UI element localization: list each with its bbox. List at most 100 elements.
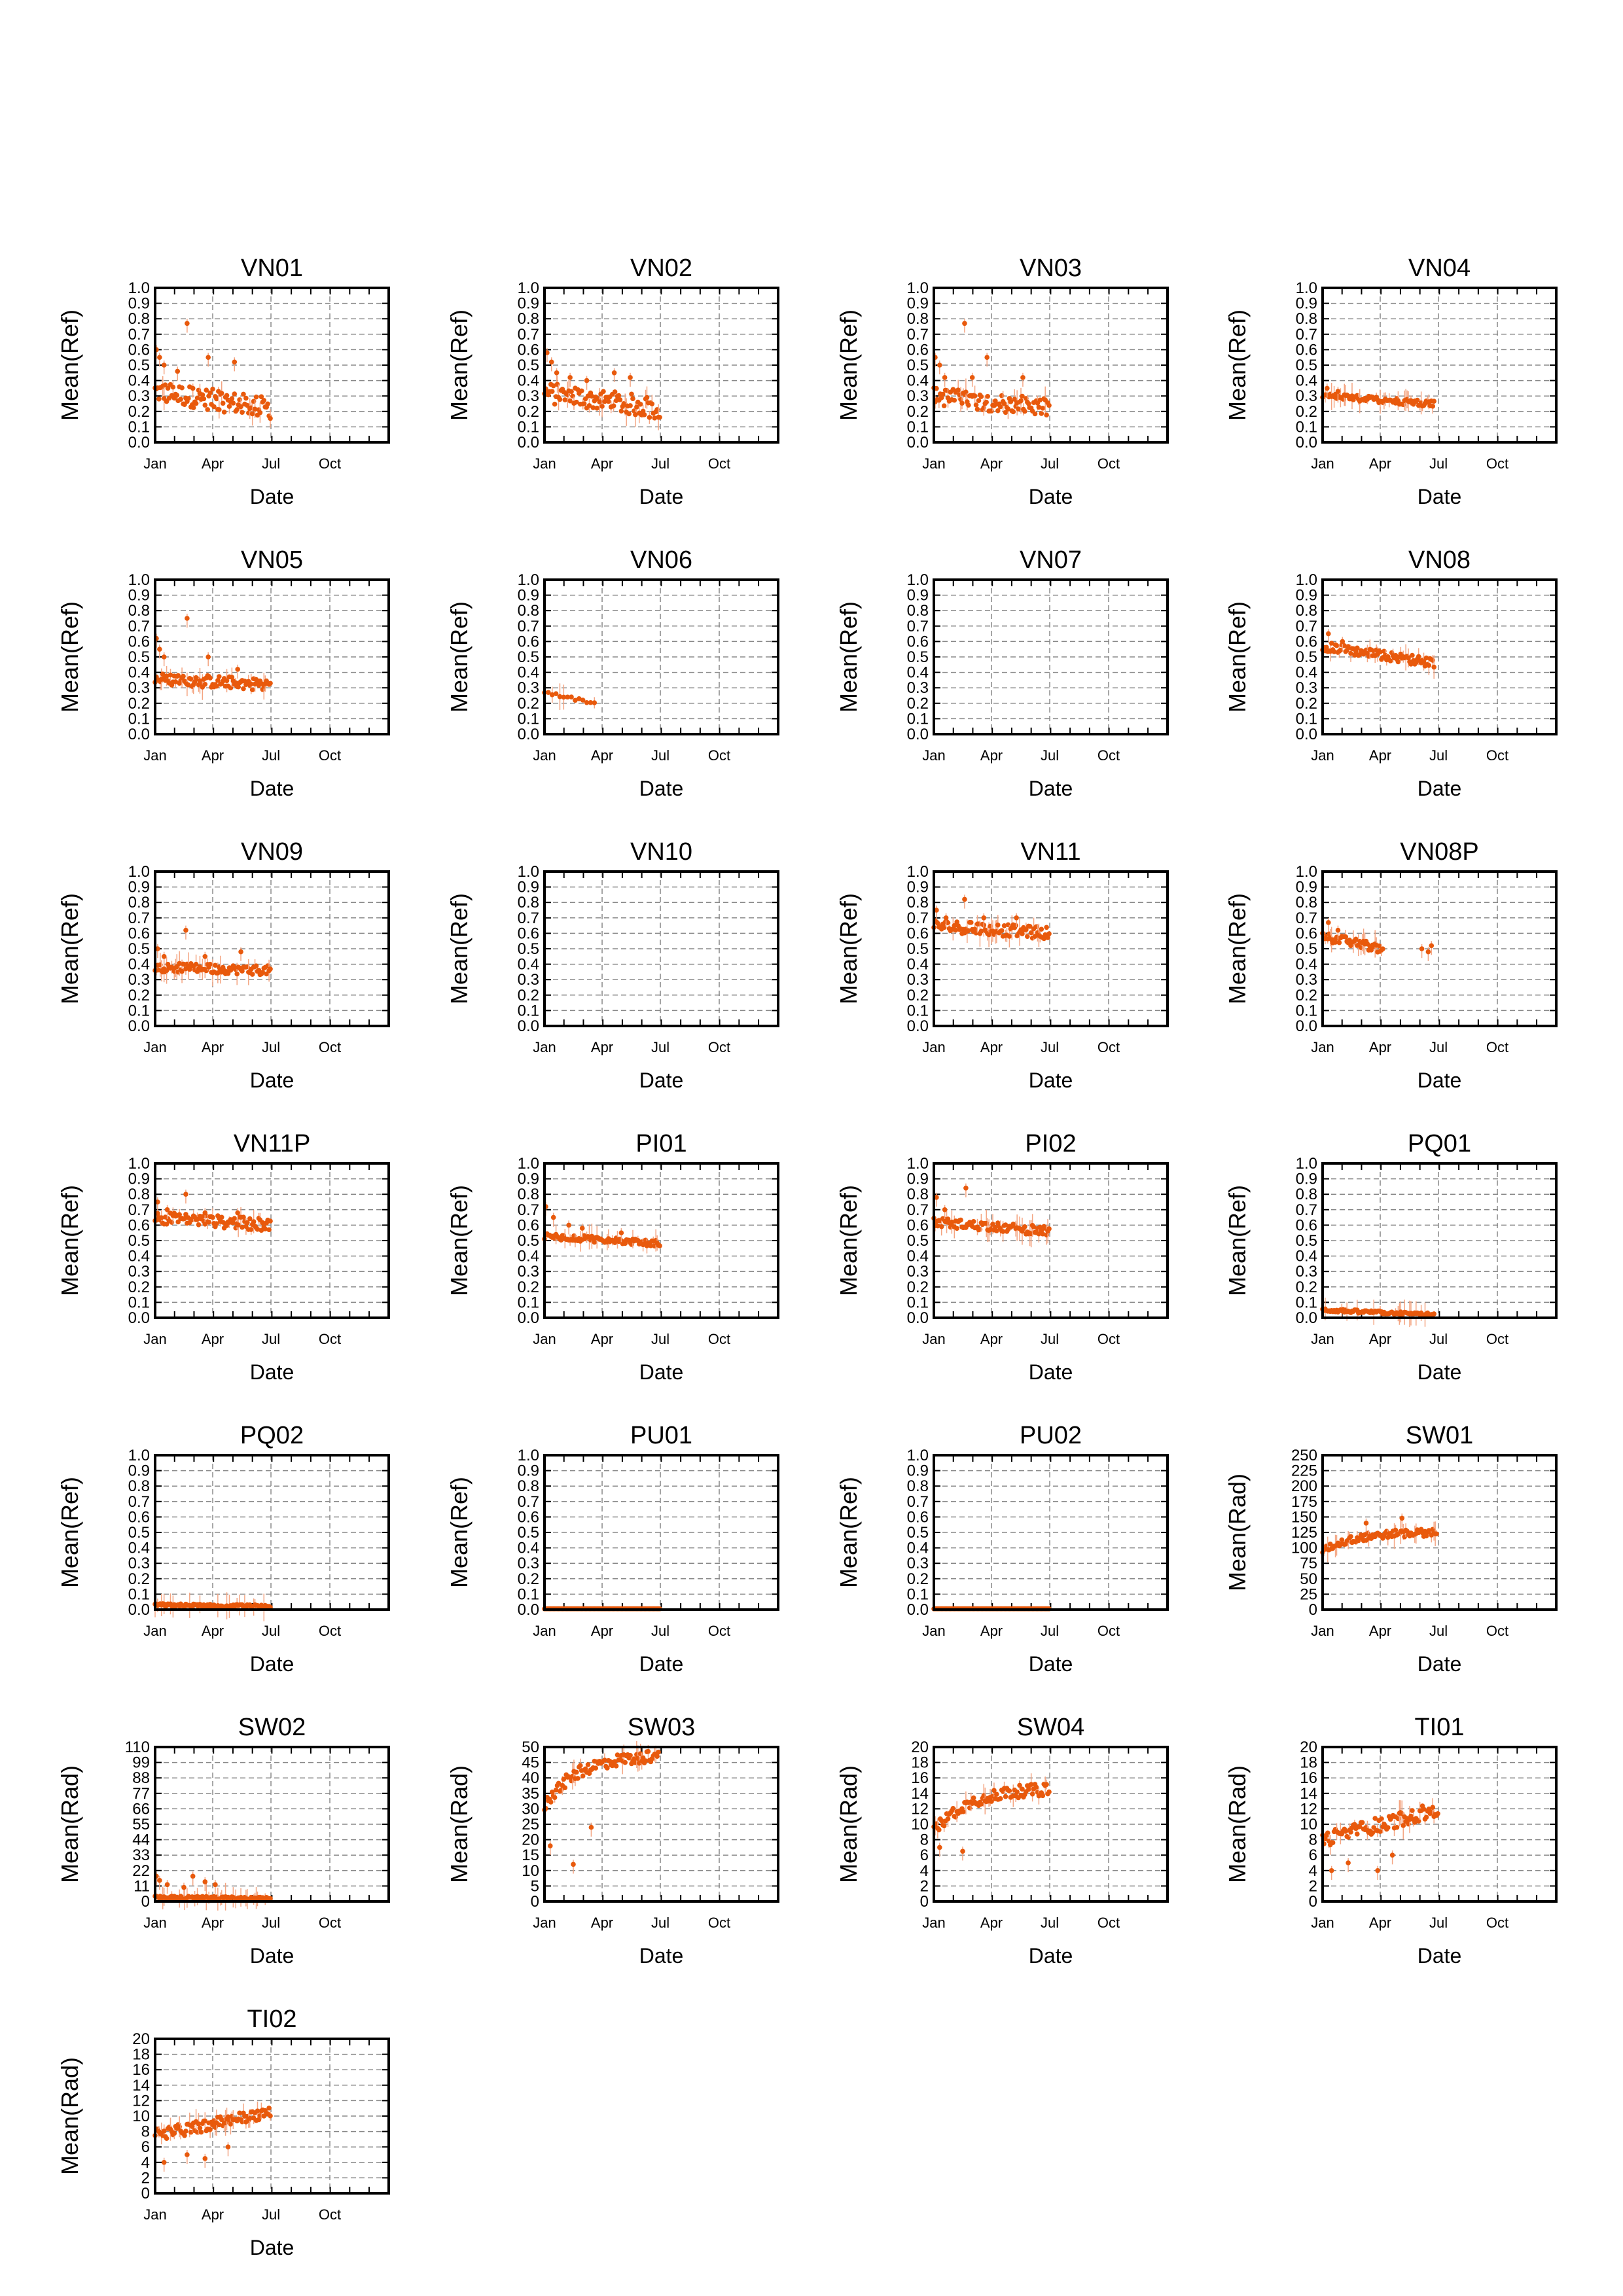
data-point [630, 396, 635, 402]
data-point [592, 398, 597, 404]
y-tick-label: 0.7 [518, 1201, 539, 1219]
x-tick-label: Oct [1486, 1623, 1508, 1639]
y-tick-label: 25 [522, 1816, 539, 1833]
y-tick-label: 6 [1309, 1846, 1317, 1864]
data-point [214, 683, 219, 689]
data-point [592, 700, 597, 705]
x-tick-label: Apr [980, 747, 1003, 764]
y-tick-label: 0.4 [128, 956, 150, 974]
y-tick-label: 0.9 [907, 587, 929, 605]
data-point [1040, 1793, 1046, 1799]
plot-frame [933, 1454, 1169, 1611]
plot-frame [933, 1746, 1169, 1903]
y-tick-label: 0.4 [907, 664, 929, 682]
x-tick-label: Oct [1097, 747, 1120, 764]
x-axis-label: Date [639, 1069, 684, 1092]
x-tick-label: Jul [262, 1039, 280, 1055]
y-tick-label: 75 [1300, 1555, 1317, 1572]
y-tick-label: 0.8 [518, 602, 539, 620]
data-point [643, 1758, 649, 1763]
y-tick-label: 0.4 [518, 1540, 539, 1557]
data-point [1410, 652, 1415, 658]
y-tick-label: 0.8 [518, 1477, 539, 1495]
x-tick-label: Jul [651, 1039, 669, 1055]
y-tick-label: 0.4 [1296, 664, 1317, 682]
panel-title: VN02 [630, 255, 692, 282]
y-tick-label: 0 [531, 1893, 539, 1911]
data-point [164, 673, 169, 679]
data-point [974, 406, 980, 412]
data-point [612, 1759, 618, 1765]
x-tick-label: Jan [533, 1039, 556, 1055]
y-tick-label: 0.8 [128, 310, 150, 328]
y-axis-label: Mean(Ref) [446, 893, 473, 1004]
y-tick-label: 0.4 [518, 1248, 539, 1265]
data-point [157, 355, 162, 360]
x-axis-label: Date [639, 777, 684, 800]
data-point [196, 1222, 202, 1227]
y-tick-label: 0 [141, 1893, 150, 1911]
data-point [219, 2117, 224, 2123]
x-tick-label: Jul [1429, 1331, 1448, 1347]
data-point [193, 961, 199, 967]
x-tick-label: Jul [651, 747, 669, 764]
data-point [962, 321, 967, 327]
data-point [584, 378, 590, 383]
y-tick-label: 0.1 [1296, 710, 1317, 728]
data-point [588, 1824, 594, 1830]
data-point [247, 2115, 253, 2121]
y-tick-label: 0.0 [518, 434, 539, 451]
data-point [236, 1222, 241, 1227]
y-tick-label: 12 [132, 2092, 150, 2110]
data-point [544, 350, 550, 355]
plot-frame [154, 1162, 390, 1319]
data-point [253, 677, 259, 682]
data-point [185, 321, 190, 327]
data-point [200, 392, 205, 398]
data-point [1014, 1789, 1020, 1795]
y-tick-label: 0.0 [1296, 434, 1317, 451]
data-point [997, 1796, 1003, 1801]
plot-frame [543, 1746, 779, 1903]
y-tick-label: 35 [522, 1785, 539, 1803]
y-tick-label: 1.0 [128, 863, 150, 881]
y-tick-label: 4 [1309, 1862, 1317, 1880]
y-tick-label: 0.7 [128, 326, 150, 344]
data-point [966, 402, 971, 408]
x-tick-label: Jul [1429, 1915, 1448, 1931]
y-tick-label: 14 [132, 2077, 150, 2094]
y-axis-label: Mean(Rad) [446, 1765, 473, 1883]
y-tick-label: 0.2 [907, 1279, 929, 1296]
y-tick-label: 0.8 [1296, 1186, 1317, 1203]
y-tick-label: 0.4 [518, 956, 539, 974]
y-tick-label: 0.8 [518, 1186, 539, 1203]
data-point [963, 1185, 969, 1191]
data-point [214, 396, 219, 402]
x-tick-label: Jul [1041, 747, 1059, 764]
data-point [1022, 1224, 1027, 1229]
data-point [177, 961, 182, 966]
data-point [954, 919, 960, 925]
data-point [644, 395, 650, 400]
y-axis-label: Mean(Ref) [835, 893, 862, 1004]
data-point [1024, 927, 1029, 932]
x-axis-label: Date [1418, 777, 1462, 800]
data-point [253, 963, 259, 968]
x-axis-label: Date [1418, 1944, 1462, 1968]
data-point [616, 393, 622, 398]
y-tick-label: 0.6 [518, 1216, 539, 1234]
data-point [247, 1216, 253, 1222]
data-point [617, 397, 623, 402]
y-tick-label: 45 [522, 1754, 539, 1772]
data-point [221, 410, 227, 415]
data-point [179, 385, 185, 391]
y-tick-label: 1.0 [518, 1155, 539, 1173]
data-point [213, 1882, 218, 1888]
panel-title: VN06 [630, 546, 692, 574]
data-point [249, 687, 255, 693]
x-tick-label: Apr [202, 455, 224, 472]
y-tick-label: 8 [141, 2123, 150, 2141]
data-point [553, 1787, 559, 1793]
